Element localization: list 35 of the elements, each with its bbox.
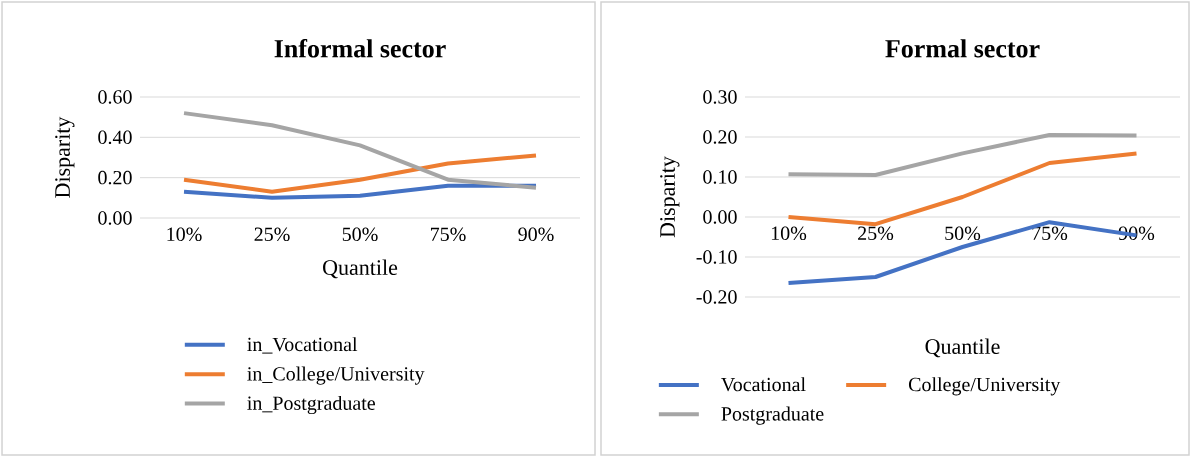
x-tick-label: 75% — [430, 227, 466, 242]
y-tick-label: 0.00 — [98, 211, 132, 225]
y-axis-title: Disparity — [660, 156, 680, 238]
legend-label: Vocational — [721, 377, 806, 392]
x-tick-label: 50% — [342, 227, 378, 242]
y-tick-label: 0.00 — [703, 210, 737, 224]
legend-label: in_Vocational — [247, 337, 358, 354]
x-tick-label: 10% — [771, 226, 807, 241]
legend-label: College/University — [908, 377, 1061, 396]
y-tick-label: 0.20 — [703, 130, 737, 144]
line-series — [786, 151, 1139, 227]
legend-label: in_Postgraduate — [247, 395, 375, 415]
x-tick-label: 10% — [167, 227, 202, 242]
x-tick-label: 25% — [858, 226, 894, 241]
x-axis-title: Quantile — [323, 259, 398, 279]
line-series — [786, 132, 1139, 177]
x-tick-label: 25% — [254, 227, 290, 242]
line-series — [182, 153, 538, 194]
y-tick-label: 0.30 — [703, 90, 737, 104]
y-tick-label: -0.10 — [696, 250, 737, 264]
y-tick-label: -0.20 — [696, 290, 737, 304]
y-tick-label: 0.40 — [98, 130, 132, 145]
x-tick-label: 90% — [518, 227, 554, 242]
legend-label: Postgraduate — [721, 406, 824, 425]
x-tick-label: 50% — [945, 226, 981, 241]
x-axis-title: Quantile — [925, 338, 1000, 358]
y-tick-label: 0.10 — [703, 170, 737, 184]
y-axis-title: Disparity — [55, 116, 75, 198]
y-tick-label: 0.20 — [98, 170, 132, 185]
legend-label: in_College/University — [247, 366, 425, 385]
line-series — [182, 111, 538, 190]
chart-title: Informal sector — [274, 38, 446, 58]
y-tick-label: 0.60 — [98, 90, 132, 104]
chart-title: Formal sector — [885, 39, 1040, 58]
x-tick-label: 75% — [1032, 226, 1068, 241]
